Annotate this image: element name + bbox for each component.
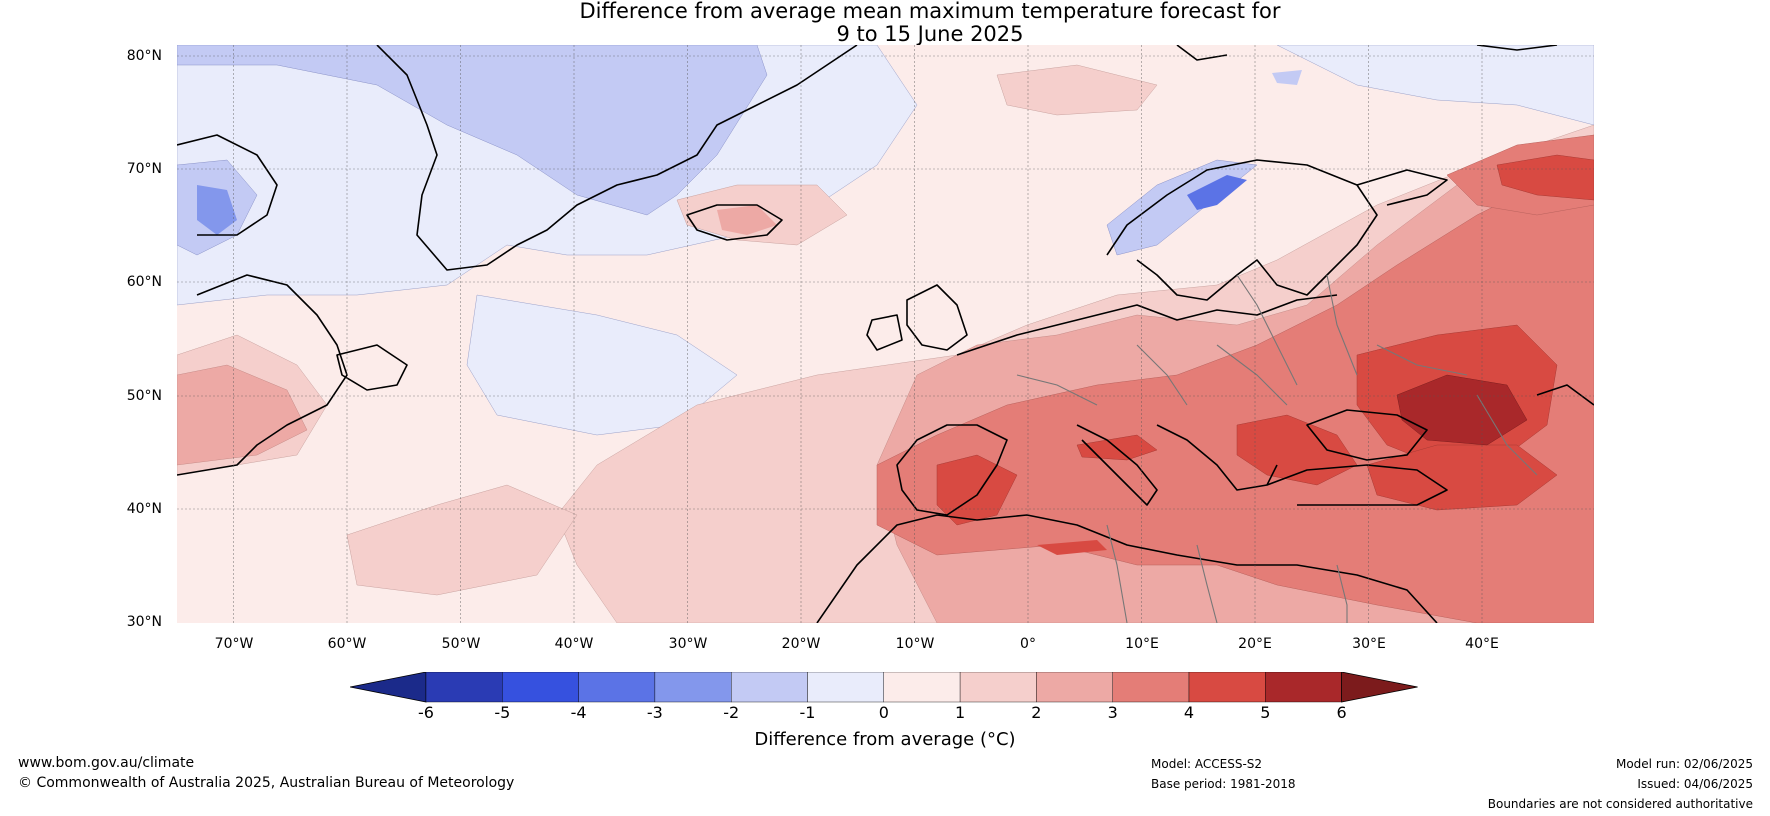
colorbar-segment (502, 672, 579, 703)
colorbar-segment (883, 672, 961, 703)
colorbar-segment (807, 672, 885, 703)
anomaly-warm-2-3-iceland (717, 205, 777, 235)
anomaly-warm-5-6-ukraine (1396, 374, 1528, 446)
footer-copyright: © Commonwealth of Australia 2025, Austra… (18, 775, 515, 791)
map-title: Difference from average mean maximum tem… (0, 0, 1770, 46)
colorbar-segment (425, 672, 503, 703)
colorbar-segment (1036, 672, 1113, 703)
coast-blacksea (1306, 409, 1428, 461)
colorbar-tick-label: -3 (646, 703, 663, 722)
lon-label-40w: 40°W (554, 636, 594, 652)
colorbar-tick-label: -2 (723, 703, 740, 722)
colorbar-segment (1112, 672, 1190, 703)
lon-label-0: 0° (1020, 636, 1036, 652)
forecast-map (177, 45, 1594, 623)
colorbar-tick-label: -5 (494, 703, 511, 722)
lon-label-30e: 30°E (1352, 636, 1386, 652)
colorbar-tick-label: 4 (1183, 703, 1195, 722)
footer-issued: Issued: 04/06/2025 (1637, 777, 1753, 791)
anomaly-cool-arctic-east (1276, 45, 1594, 126)
lon-label-30w: 30°W (668, 636, 708, 652)
coast-uk (906, 284, 968, 351)
country-borders (1016, 274, 1538, 623)
lat-label-80n: 80°N (126, 48, 162, 64)
lon-label-50w: 50°W (441, 636, 481, 652)
anomaly-warm-4-5-balkans (1236, 414, 1358, 486)
lat-label-70n: 70°N (126, 161, 162, 177)
map-gridlines (177, 45, 1594, 623)
coast-novaya-zemlya (1476, 45, 1558, 51)
colorbar-tick-label: 0 (878, 703, 889, 722)
colorbar-tick-label: 2 (1031, 703, 1042, 722)
colorbar-extend-high (1341, 672, 1418, 703)
footer-model: Model: ACCESS-S2 (1151, 757, 1263, 771)
colorbar-segment (1265, 672, 1342, 703)
colorbar-segment (1188, 672, 1266, 703)
coast-turkey (1266, 464, 1448, 506)
anomaly-cool-small-1 (1272, 70, 1302, 85)
coast-iceland (686, 204, 783, 241)
colorbar-tick-label: -1 (799, 703, 816, 722)
lat-label-60n: 60°N (126, 274, 162, 290)
colorbar-segment (731, 672, 808, 703)
lon-label-20w: 20°W (781, 636, 821, 652)
lat-label-30n: 30°N (126, 614, 162, 630)
anomaly-cool-baffin-core (197, 185, 237, 235)
footer-base-period: Base period: 1981-2018 (1151, 777, 1296, 791)
coastlines (177, 45, 1594, 623)
coast-newfoundland (336, 344, 408, 391)
anomaly-warm-1-2-atl (346, 484, 578, 596)
lon-label-20e: 20°E (1238, 636, 1272, 652)
coast-kola (1356, 169, 1448, 206)
coast-greenland (376, 45, 858, 271)
coast-baffin (177, 134, 278, 236)
lat-label-50n: 50°N (126, 388, 162, 404)
anomaly-warm-2-3-us (177, 364, 308, 466)
coast-italy (1076, 424, 1158, 506)
colorbar-segment (578, 672, 656, 703)
footer-website: www.bom.gov.au/climate (18, 755, 195, 771)
colorbar-segment (959, 672, 1037, 703)
title-line-1: Difference from average mean maximum tem… (579, 0, 1281, 23)
colorbar-tick-label: 3 (1107, 703, 1118, 722)
coast-ireland (866, 314, 903, 351)
anomaly-warm-4-5-africa (1037, 540, 1107, 555)
anomaly-warm-4-5-russia (1496, 154, 1594, 201)
coast-europe (956, 294, 1338, 356)
lon-label-10e: 10°E (1125, 636, 1159, 652)
colorbar-tick-label: 5 (1260, 703, 1271, 722)
coast-iberia (896, 424, 1008, 516)
anomaly-warm-4-5-turkey (1366, 444, 1558, 511)
title-line-2: 9 to 15 June 2025 (836, 22, 1024, 46)
coast-balkans (1156, 424, 1278, 491)
colorbar-tick-label: -4 (570, 703, 587, 722)
anomaly-warm-1-2-arctic (996, 64, 1158, 116)
coast-africa (816, 514, 1438, 623)
coast-caspian (1536, 384, 1594, 406)
colorbar-label: Difference from average (°C) (754, 729, 1016, 750)
footer-model-run: Model run: 02/06/2025 (1615, 757, 1753, 771)
colorbar-tick-label: 6 (1336, 703, 1347, 722)
colorbar-tick-label: -6 (418, 703, 434, 722)
colorbar-tick-label: 1 (955, 703, 966, 722)
colorbar-extend-low (350, 672, 427, 703)
coast-scandinavia (1106, 159, 1378, 301)
anomaly-cool-scandes-core (1187, 175, 1247, 210)
lon-label-70w: 70°W (214, 636, 254, 652)
lon-label-40e: 40°E (1465, 636, 1499, 652)
lon-label-10w: 10°W (895, 636, 935, 652)
colorbar-segment (654, 672, 732, 703)
coast-svalbard (1176, 45, 1228, 61)
footer-disclaimer: Boundaries are not considered authoritat… (1487, 797, 1753, 811)
anomaly-cool-greenland-2 (177, 45, 768, 216)
colorbar (350, 672, 1418, 703)
lon-label-60w: 60°W (327, 636, 367, 652)
lat-label-40n: 40°N (126, 501, 162, 517)
